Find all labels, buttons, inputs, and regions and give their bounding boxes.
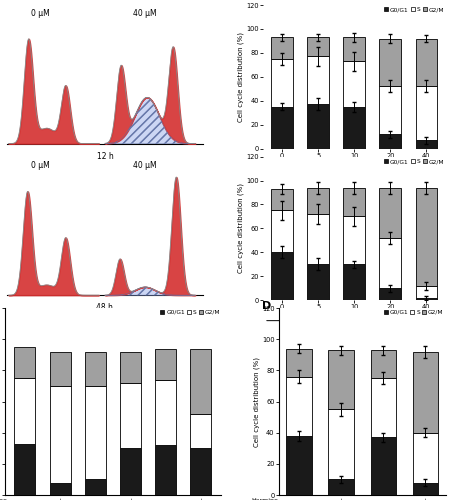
Text: 40 μM: 40 μM	[133, 10, 157, 18]
Text: 48 h: 48 h	[96, 304, 113, 312]
Y-axis label: Cell cycle distribution (%): Cell cycle distribution (%)	[253, 356, 260, 446]
Bar	[14, 378, 36, 444]
Text: +: +	[58, 498, 63, 500]
Text: 0 μM: 0 μM	[32, 10, 50, 18]
Y-axis label: Cell cycle distribution (%): Cell cycle distribution (%)	[238, 184, 244, 274]
Bar	[415, 86, 437, 141]
Bar	[370, 438, 396, 495]
X-axis label: Harmine (μM): Harmine (μM)	[330, 162, 378, 168]
Bar	[415, 298, 437, 300]
Text: +: +	[128, 498, 133, 500]
Bar	[190, 414, 212, 448]
Bar	[343, 264, 365, 300]
Bar	[286, 436, 311, 495]
X-axis label: Harmine (μM): Harmine (μM)	[330, 313, 378, 320]
Bar	[343, 188, 365, 216]
Bar	[85, 352, 106, 386]
Bar	[120, 383, 141, 448]
Bar	[271, 107, 293, 148]
Bar	[271, 252, 293, 300]
Text: -: -	[382, 498, 384, 500]
Bar	[379, 86, 401, 134]
Text: 40 μM: 40 μM	[133, 161, 157, 170]
Bar	[415, 188, 437, 286]
Bar	[271, 210, 293, 252]
Bar	[379, 134, 401, 148]
Bar	[307, 188, 329, 214]
Text: -: -	[24, 498, 26, 500]
Bar	[286, 348, 311, 376]
Bar	[120, 352, 141, 383]
Bar	[120, 448, 141, 495]
Text: D: D	[262, 300, 271, 310]
Bar	[14, 444, 36, 495]
Bar	[307, 38, 329, 56]
Text: +: +	[423, 498, 428, 500]
Legend: G0/G1, S, G2/M: G0/G1, S, G2/M	[382, 5, 446, 15]
Bar	[413, 352, 438, 432]
Bar	[85, 386, 106, 480]
Text: -: -	[298, 498, 300, 500]
Bar	[50, 482, 71, 495]
Bar	[343, 216, 365, 264]
Bar	[343, 62, 365, 107]
Y-axis label: Cell cycle distribution (%): Cell cycle distribution (%)	[238, 32, 244, 122]
Bar	[307, 264, 329, 300]
Bar	[50, 352, 71, 386]
Bar	[155, 445, 176, 495]
Bar	[155, 380, 176, 445]
Text: +: +	[198, 498, 203, 500]
Bar	[307, 56, 329, 104]
Legend: G0/G1, S, G2/M: G0/G1, S, G2/M	[382, 156, 446, 166]
Bar	[307, 214, 329, 264]
Bar	[271, 189, 293, 210]
Bar	[271, 59, 293, 107]
Text: 0 μM: 0 μM	[32, 161, 50, 170]
Legend: G0/G1, S, G2/M: G0/G1, S, G2/M	[158, 308, 223, 317]
Bar	[370, 378, 396, 438]
Bar	[190, 348, 212, 414]
Bar	[370, 350, 396, 378]
Bar	[379, 238, 401, 288]
Bar	[50, 386, 71, 482]
Bar	[379, 288, 401, 300]
Bar	[190, 448, 212, 495]
Text: Harmine: Harmine	[0, 498, 7, 500]
Bar	[415, 286, 437, 298]
Text: Harmine: Harmine	[251, 498, 278, 500]
Bar	[307, 104, 329, 148]
Bar	[286, 376, 311, 436]
Bar	[379, 188, 401, 238]
Bar	[343, 107, 365, 148]
Bar	[328, 350, 354, 410]
Text: -: -	[165, 498, 167, 500]
Text: +: +	[338, 498, 344, 500]
Bar	[415, 38, 437, 86]
Bar	[85, 480, 106, 495]
Text: -: -	[94, 498, 96, 500]
Bar	[343, 38, 365, 62]
Bar	[415, 140, 437, 148]
Bar	[328, 410, 354, 480]
Bar	[379, 38, 401, 86]
Bar	[328, 480, 354, 495]
Bar	[413, 432, 438, 482]
Text: 12 h: 12 h	[97, 152, 113, 161]
Bar	[413, 482, 438, 495]
Bar	[14, 347, 36, 378]
Bar	[155, 348, 176, 380]
Bar	[271, 38, 293, 59]
Legend: G0/G1, S, G2/M: G0/G1, S, G2/M	[381, 308, 446, 317]
